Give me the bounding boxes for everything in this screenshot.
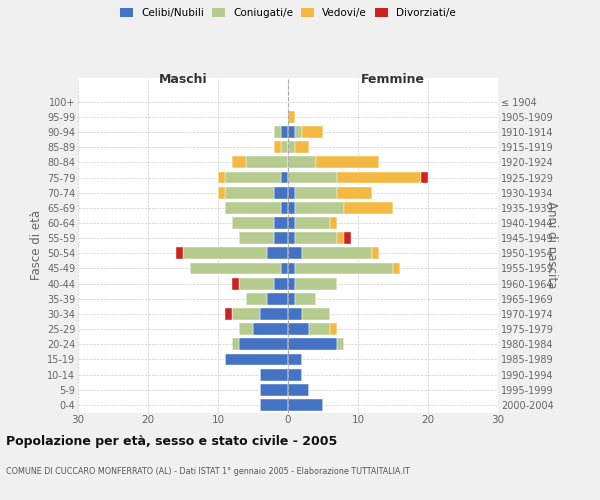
Bar: [281, 142, 288, 153]
Bar: [281, 202, 288, 214]
Bar: [274, 126, 281, 138]
Bar: [288, 399, 323, 411]
Bar: [225, 308, 232, 320]
Bar: [288, 202, 295, 214]
Bar: [232, 308, 260, 320]
Bar: [295, 142, 309, 153]
Bar: [190, 262, 281, 274]
Text: Maschi: Maschi: [158, 73, 208, 86]
Legend: Celibi/Nubili, Coniugati/e, Vedovi/e, Divorziati/e: Celibi/Nubili, Coniugati/e, Vedovi/e, Di…: [120, 8, 456, 18]
Bar: [337, 338, 344, 350]
Bar: [288, 354, 302, 366]
Bar: [372, 248, 379, 259]
Text: Popolazione per età, sesso e stato civile - 2005: Popolazione per età, sesso e stato civil…: [6, 435, 337, 448]
Bar: [232, 278, 239, 289]
Bar: [274, 142, 281, 153]
Y-axis label: Fasce di età: Fasce di età: [29, 210, 43, 280]
Bar: [421, 172, 428, 183]
Bar: [239, 278, 274, 289]
Bar: [295, 293, 316, 304]
Bar: [337, 232, 344, 244]
Bar: [344, 202, 393, 214]
Bar: [309, 323, 330, 335]
Bar: [288, 308, 302, 320]
Bar: [267, 248, 288, 259]
Bar: [288, 187, 295, 198]
Y-axis label: Anni di nascita: Anni di nascita: [545, 202, 558, 288]
Bar: [267, 293, 288, 304]
Bar: [260, 308, 288, 320]
Bar: [288, 232, 295, 244]
Bar: [225, 172, 281, 183]
Bar: [225, 202, 281, 214]
Bar: [288, 293, 295, 304]
Bar: [288, 384, 309, 396]
Bar: [295, 262, 393, 274]
Bar: [218, 187, 225, 198]
Bar: [288, 323, 309, 335]
Bar: [253, 323, 288, 335]
Bar: [344, 232, 351, 244]
Bar: [330, 323, 337, 335]
Bar: [239, 323, 253, 335]
Bar: [246, 156, 288, 168]
Bar: [302, 308, 330, 320]
Bar: [288, 142, 295, 153]
Bar: [295, 202, 344, 214]
Bar: [225, 354, 288, 366]
Bar: [288, 368, 302, 380]
Bar: [260, 384, 288, 396]
Text: COMUNE DI CUCCARO MONFERRATO (AL) - Dati ISTAT 1° gennaio 2005 - Elaborazione TU: COMUNE DI CUCCARO MONFERRATO (AL) - Dati…: [6, 468, 410, 476]
Bar: [274, 232, 288, 244]
Bar: [295, 187, 337, 198]
Bar: [246, 293, 267, 304]
Bar: [302, 248, 372, 259]
Bar: [288, 338, 337, 350]
Bar: [288, 111, 295, 123]
Bar: [316, 156, 379, 168]
Bar: [295, 217, 330, 229]
Bar: [288, 172, 337, 183]
Bar: [260, 368, 288, 380]
Bar: [225, 187, 274, 198]
Bar: [288, 278, 295, 289]
Bar: [302, 126, 323, 138]
Bar: [281, 172, 288, 183]
Bar: [232, 217, 274, 229]
Bar: [288, 156, 316, 168]
Bar: [274, 217, 288, 229]
Bar: [239, 232, 274, 244]
Bar: [337, 172, 421, 183]
Bar: [330, 217, 337, 229]
Bar: [281, 126, 288, 138]
Text: Femmine: Femmine: [361, 73, 425, 86]
Bar: [288, 248, 302, 259]
Bar: [274, 278, 288, 289]
Bar: [393, 262, 400, 274]
Bar: [337, 187, 372, 198]
Bar: [260, 399, 288, 411]
Bar: [218, 172, 225, 183]
Bar: [295, 126, 302, 138]
Bar: [176, 248, 183, 259]
Bar: [183, 248, 267, 259]
Bar: [288, 262, 295, 274]
Bar: [288, 126, 295, 138]
Bar: [295, 232, 337, 244]
Bar: [295, 278, 337, 289]
Bar: [288, 217, 295, 229]
Bar: [232, 338, 239, 350]
Bar: [281, 262, 288, 274]
Bar: [239, 338, 288, 350]
Bar: [274, 187, 288, 198]
Bar: [232, 156, 246, 168]
